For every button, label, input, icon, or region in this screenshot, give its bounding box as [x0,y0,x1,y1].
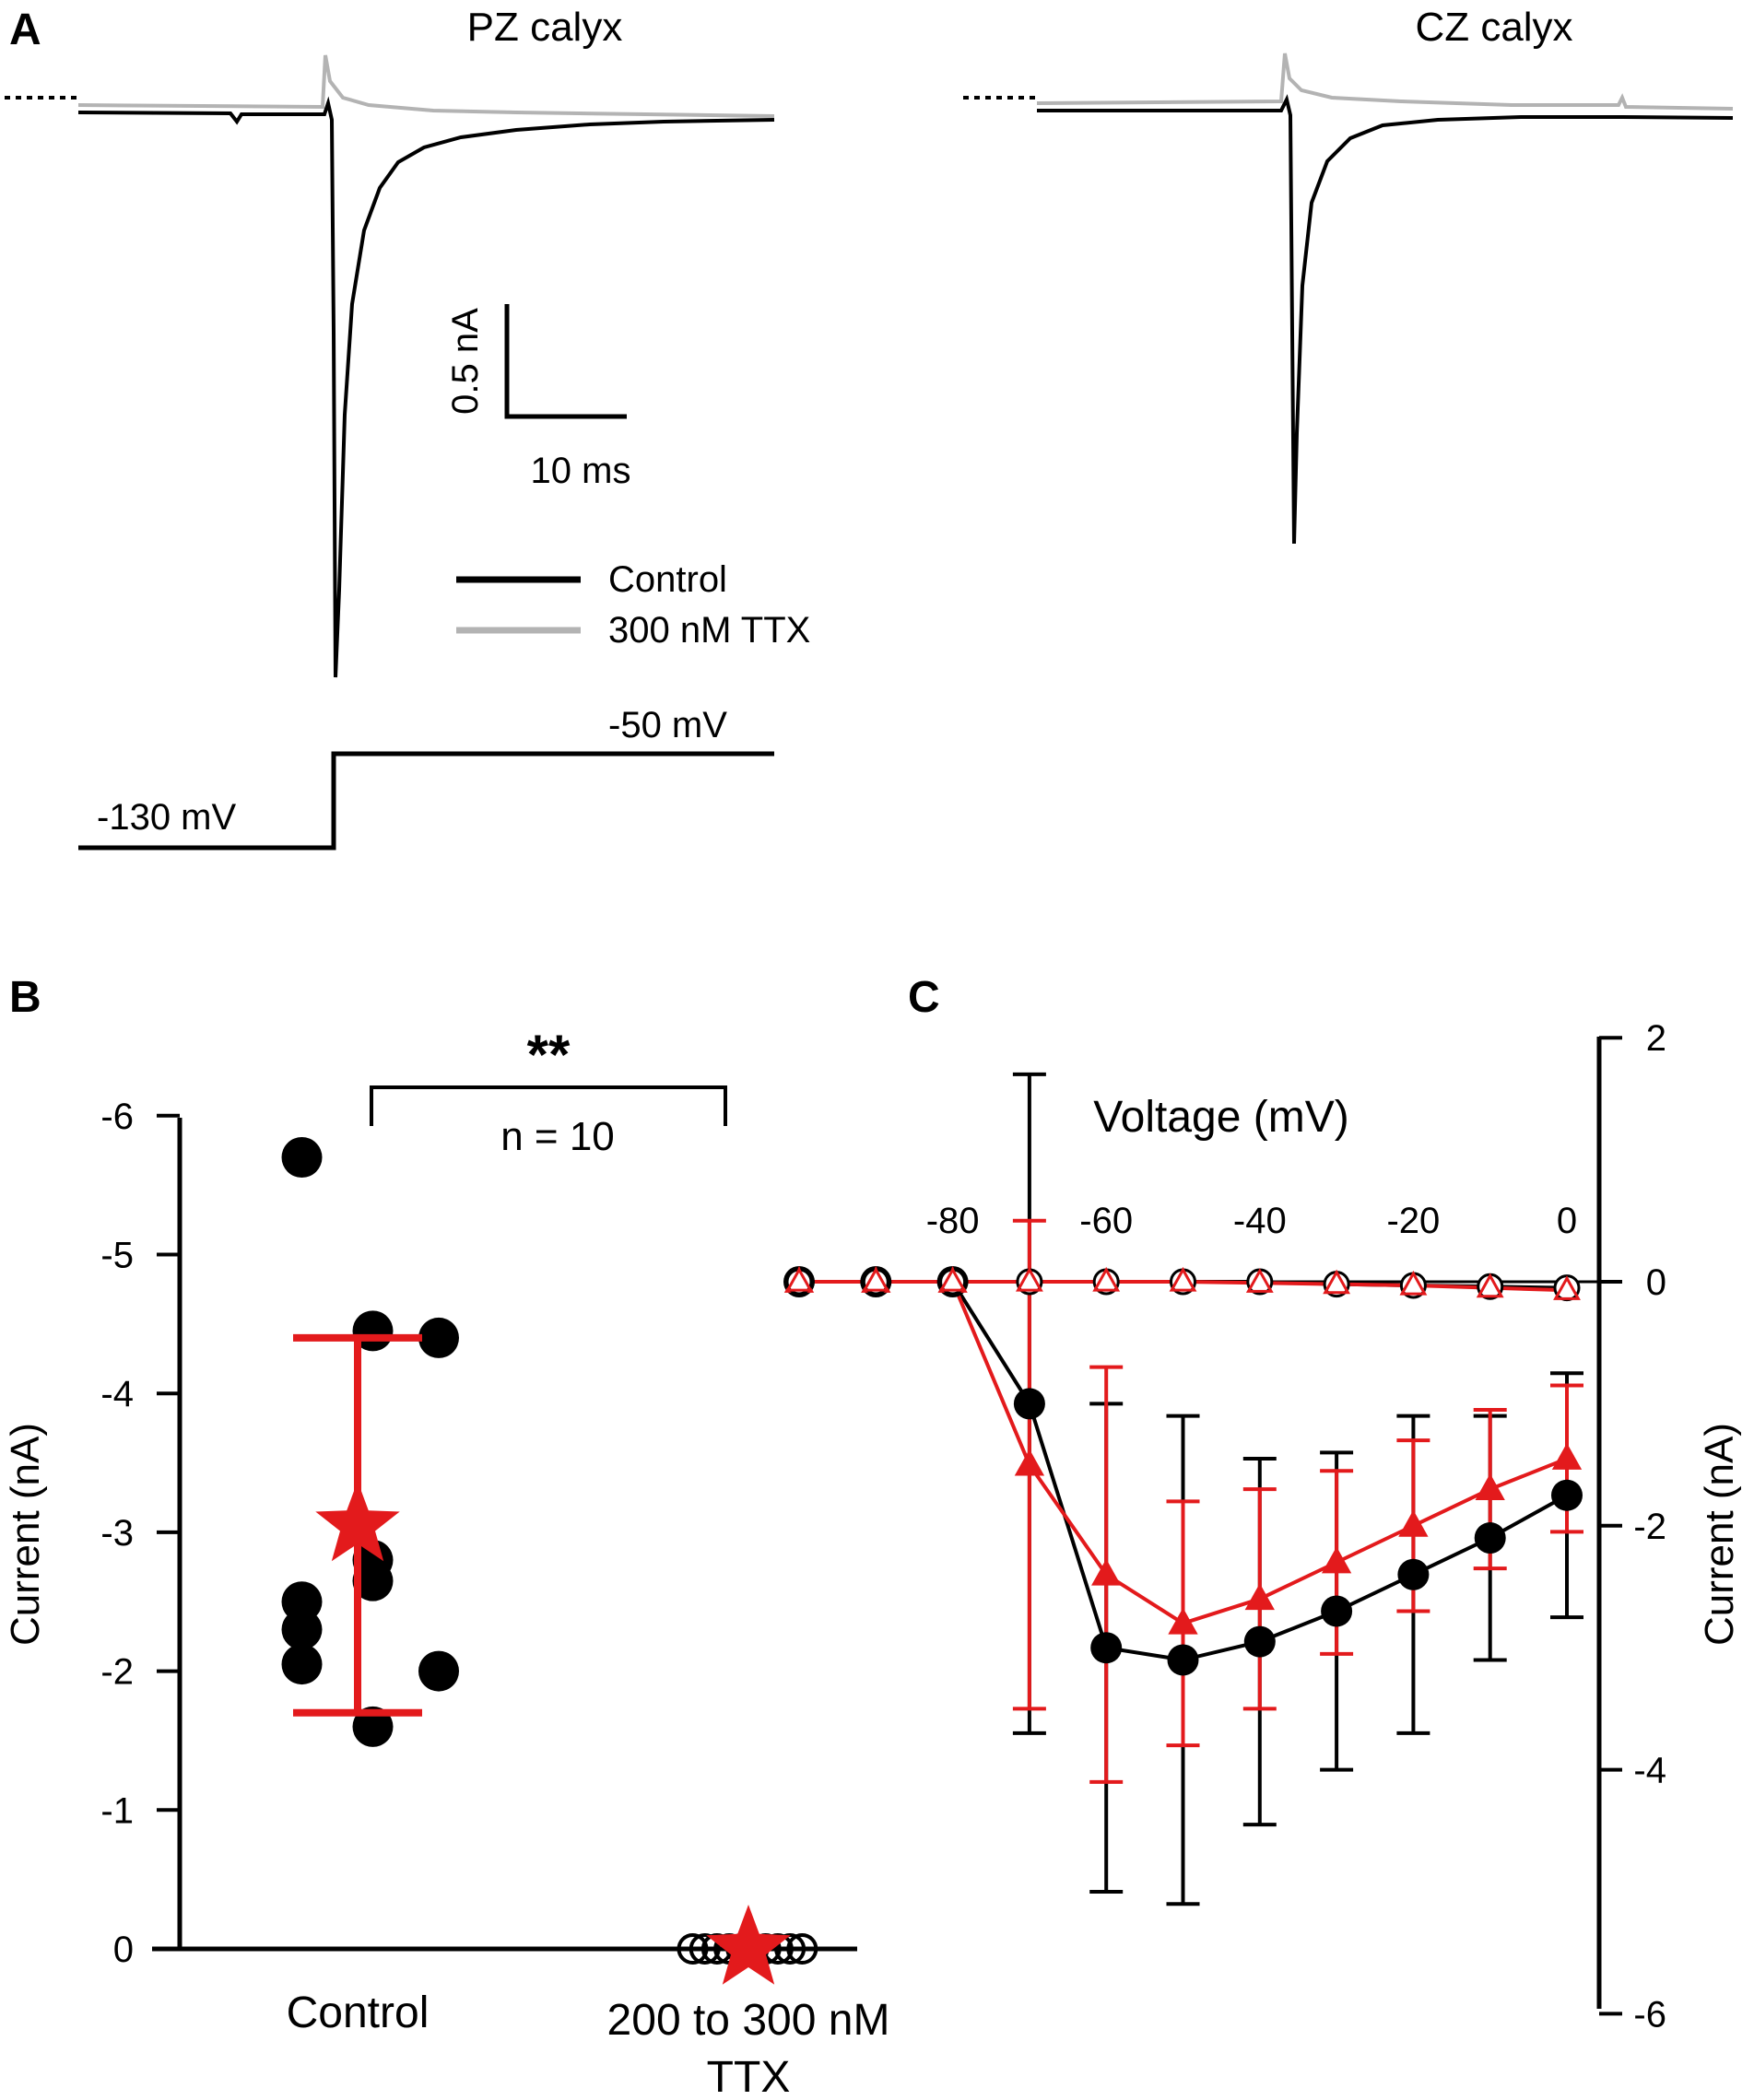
c-point-filled-triangle [1244,1583,1275,1611]
c-point-filled-triangle [1475,1473,1505,1500]
b-ttx-point [689,1933,721,1965]
c-point-filled-triangle [1091,1558,1122,1586]
b-y-tick-label: -3 [100,1513,134,1554]
b-ttx-point [677,1933,709,1965]
c-point-filled-triangle [1014,1449,1045,1476]
b-y-tick-label: -5 [100,1236,134,1276]
c-point-filled-circle [1474,1522,1506,1554]
panel-c: C Voltage (mV) -80 -60 -40 -20 0 2 0 -2 -4 -6 Cu… [783,973,1742,2035]
c-point-open-triangle [862,1266,890,1292]
b-y-axis-label: Current (nA) [3,1423,48,1646]
panel-b: B ** n = 10 -6 -5 -4 -3 -2 -1 0 Current (nA) C… [3,973,889,2100]
c-point-open-triangle [938,1266,967,1292]
b-control-point [418,1650,459,1692]
b-y-ticks: -6 -5 -4 -3 -2 -1 0 [100,1097,180,1970]
legend-ttx-label: 300 nM TTX [608,610,810,651]
c-point-open-triangle [1245,1268,1274,1293]
cz-control-trace [1037,94,1734,545]
c-point-filled-circle [1551,1479,1583,1511]
c-point-filled-triangle [1168,1607,1198,1635]
scale-bar-x-label: 10 ms [531,451,631,491]
pz-ttx-trace [77,54,775,118]
c-point-filled-circle [1013,1388,1045,1420]
panel-a: A PZ calyx CZ calyx 0.5 nA 10 ms Control… [5,5,1734,851]
c-point-open-triangle [1015,1266,1043,1292]
b-control-point [352,1560,394,1601]
trace-legend: Control 300 nM TTX [456,559,810,651]
b-control-point [281,1609,323,1650]
c-x-tick-label: 0 [1557,1201,1577,1241]
c-x-tick-label: -40 [1233,1201,1287,1241]
b-data-marks [281,1137,818,1985]
b-control-point [281,1644,323,1685]
c-y-tick-label: -6 [1633,1994,1666,2035]
c-point-open-triangle [1399,1270,1428,1296]
c-y-tick-label: -4 [1633,1751,1666,1791]
c-y-tick-label: 0 [1646,1262,1666,1303]
c-y-tick-label: -2 [1633,1507,1666,1547]
b-y-tick-label: -2 [100,1652,134,1693]
significance-bracket [370,1085,727,1126]
b-category-ttx-line2: TTX [707,2053,791,2100]
b-ttx-point [786,1933,818,1965]
c-y-axis-label: Current (nA) [1697,1423,1742,1646]
c-point-open-triangle [1476,1273,1504,1298]
c-point-filled-circle [1090,1632,1123,1664]
b-category-control: Control [287,1989,430,2037]
b-control-point [281,1137,323,1179]
c-y-tick-label: 2 [1646,1018,1666,1059]
panel-b-label: B [9,973,41,1022]
cz-ttx-trace [1036,53,1734,111]
b-y-tick-label: 0 [113,1930,134,1970]
c-point-open-triangle [1323,1269,1351,1295]
b-control-point [281,1581,323,1623]
b-mean-star [706,1905,791,1985]
cz-traces [963,53,1734,545]
c-point-filled-triangle [1321,1546,1352,1574]
pz-control-trace [77,96,775,678]
c-point-filled-circle [1397,1558,1430,1590]
c-x-tick-label: -20 [1386,1201,1440,1241]
protocol-step-line [78,751,774,851]
legend-control-label: Control [608,559,727,600]
c-point-open-triangle [785,1266,813,1292]
pz-calyx-title: PZ calyx [467,5,623,50]
b-control-point [418,1317,459,1358]
c-point-filled-circle [1167,1644,1199,1676]
scale-bar: 0.5 nA 10 ms [445,304,630,491]
c-x-tick-label: -60 [1079,1201,1133,1241]
protocol-step-label: -50 mV [608,705,727,745]
c-x-tick-labels: -80 -60 -40 -20 0 [926,1201,1577,1241]
significance-stars: ** [527,1024,571,1085]
panel-a-label: A [9,6,41,54]
b-y-tick-label: -6 [100,1097,134,1137]
c-point-open-triangle [1169,1266,1197,1292]
panel-c-label: C [908,973,940,1022]
c-point-filled-triangle [1398,1509,1429,1537]
b-category-ttx-line1: 200 to 300 nM [607,1996,890,2045]
voltage-protocol: -130 mV -50 mV [78,705,774,851]
c-point-open-triangle [1553,1275,1581,1300]
c-data-marks [783,1072,1583,1906]
protocol-hold-label: -130 mV [97,797,236,838]
b-ttx-point [774,1933,806,1965]
c-point-filled-triangle [1551,1442,1583,1470]
c-y-ticks: 2 0 -2 -4 -6 [1599,1018,1666,2035]
b-control-point [352,1706,394,1747]
b-mean-star [315,1481,400,1562]
b-y-tick-label: -1 [100,1790,134,1831]
cz-calyx-title: CZ calyx [1415,5,1572,50]
c-x-tick-label: -80 [926,1201,980,1241]
b-y-tick-label: -4 [100,1374,134,1414]
pz-traces [5,54,775,678]
c-point-open-triangle [1092,1266,1121,1292]
c-x-axis-label: Voltage (mV) [1093,1093,1348,1142]
c-point-filled-circle [1321,1595,1353,1627]
scale-bar-y-label: 0.5 nA [445,308,486,415]
c-point-filled-circle [1243,1625,1276,1658]
n-label: n = 10 [500,1114,615,1159]
scale-bar-lines [504,304,627,419]
